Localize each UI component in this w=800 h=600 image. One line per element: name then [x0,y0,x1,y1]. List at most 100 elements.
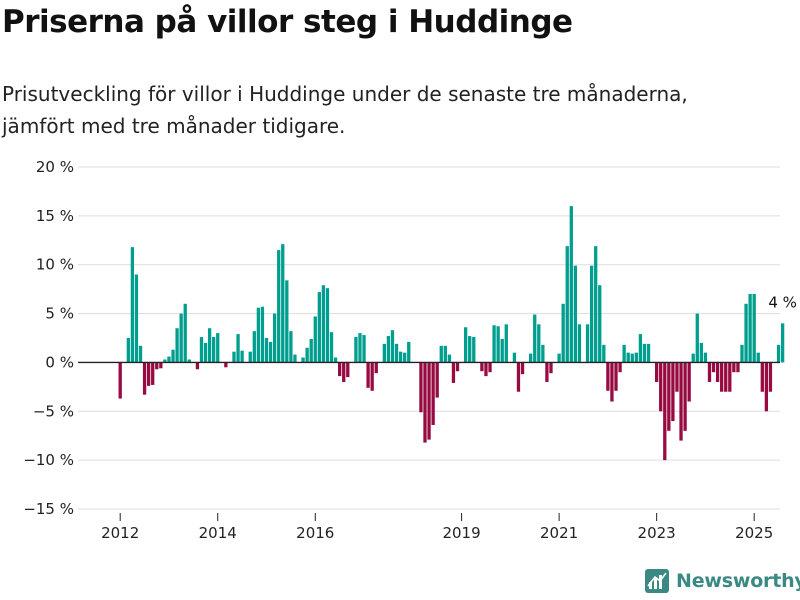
bar [159,362,163,369]
bar [541,344,545,363]
bar [130,247,135,363]
bar [272,313,277,363]
x-tick-label: 2021 [540,524,578,542]
bar [602,344,606,363]
bar [167,356,171,363]
x-tick-label: 2019 [442,524,480,542]
bar [663,362,667,461]
brand-name: Newsworthy [676,570,800,592]
bar [398,351,403,363]
bar [642,343,647,363]
bar [557,353,561,363]
subtitle-line-2: jämfört med tre månader tidigare. [2,114,346,138]
bar [264,338,269,363]
bar [752,294,756,363]
bar [764,362,769,412]
bar [183,303,187,363]
bar [293,354,297,363]
bar [463,327,468,363]
bar [240,350,244,363]
bar [610,362,614,402]
bar [256,307,261,363]
bar [776,344,781,363]
bar [500,338,504,363]
bar [744,303,748,363]
bar [691,353,695,363]
bar [366,362,370,388]
bar [589,265,594,363]
bar [289,331,293,363]
bar [585,324,590,363]
y-tick-label: −5 % [33,402,74,420]
newsworthy-logo-icon [645,569,669,593]
bar [224,362,228,368]
bar [317,292,321,363]
bar [187,359,191,363]
bar [419,362,423,413]
bar [760,362,764,392]
bar [577,324,582,363]
bar [427,362,431,440]
bar [626,352,630,363]
bar [390,330,395,363]
bar [407,341,411,363]
bars [118,206,785,461]
bar [216,333,220,363]
bar [646,343,651,363]
bar [394,343,399,363]
bar [780,323,785,363]
bar [321,285,326,363]
bar [756,352,760,363]
bar [707,362,712,382]
bar [533,314,537,363]
bar [455,362,460,372]
bar [195,362,200,370]
bar [134,274,139,363]
bar [667,362,671,431]
subtitle-line-1: Prisutveckling för villor i Huddinge und… [2,82,688,106]
bar [403,352,407,363]
bar [171,349,175,363]
bar [333,357,338,363]
bar [358,333,362,363]
bar [301,357,305,363]
bar [488,362,492,373]
bar [435,362,439,398]
y-axis-tick-labels: −15 % −10 % −5 % 0 % 5 % 10 % 15 % 20 % [23,158,74,518]
bar [618,362,622,373]
bar [285,280,289,363]
bar [338,362,342,377]
bar [683,362,687,431]
bar [281,244,285,363]
bar [606,362,610,391]
bar [423,362,427,443]
y-tick-label: 20 % [36,158,74,176]
bar [439,345,443,363]
bar [118,362,122,399]
bar [447,354,452,363]
x-tick-label: 2025 [735,524,773,542]
bar [277,250,281,363]
bar [313,316,317,363]
bar [679,362,683,441]
bar [720,362,724,392]
bar [520,362,525,375]
bar [147,362,151,386]
chart-subtitle: Prisutveckling för villor i Huddinge und… [2,78,782,142]
bar [179,313,183,363]
bar [573,265,578,363]
bar [740,344,744,363]
bar [569,206,573,363]
x-tick-label: 2012 [101,524,139,542]
bar [431,362,435,425]
bar [675,362,679,392]
bar [236,334,240,363]
bar [305,347,309,363]
bar [699,342,703,363]
bar [138,345,143,363]
bar [748,294,752,363]
y-tick-label: 0 % [45,353,74,371]
bar [472,337,476,363]
bar [622,344,626,363]
last-value-annotation: 4 % [768,293,797,311]
